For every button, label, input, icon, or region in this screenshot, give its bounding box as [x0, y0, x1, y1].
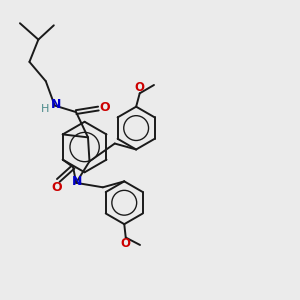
Text: O: O [121, 237, 131, 250]
Text: N: N [71, 175, 82, 188]
Text: O: O [135, 81, 145, 94]
Text: O: O [100, 101, 110, 114]
Text: N: N [51, 98, 61, 111]
Text: H: H [41, 103, 50, 113]
Text: O: O [52, 181, 62, 194]
